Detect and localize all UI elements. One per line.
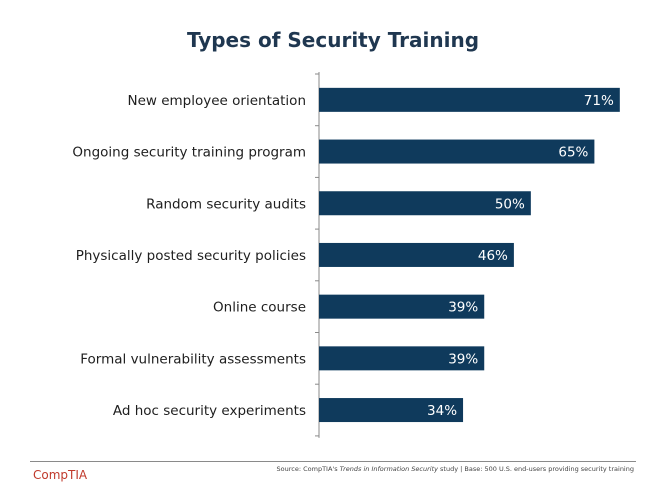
source-note: Source: CompTIA's Trends in Information … xyxy=(277,465,634,473)
value-label: 34% xyxy=(427,403,457,419)
category-label: Ad hoc security experiments xyxy=(113,403,306,419)
value-label: 39% xyxy=(448,300,478,316)
category-label: Random security audits xyxy=(146,196,306,212)
footer-divider xyxy=(30,461,636,462)
category-label: Physically posted security policies xyxy=(76,248,306,264)
bar xyxy=(319,87,620,112)
source-title: Trends in Information Security xyxy=(339,465,438,473)
value-label: 46% xyxy=(478,248,508,264)
value-label: 50% xyxy=(495,196,525,212)
category-label: Ongoing security training program xyxy=(72,145,306,161)
value-label: 71% xyxy=(584,93,614,109)
bar xyxy=(319,398,464,423)
bar xyxy=(319,242,514,267)
chart-title: Types of Security Training xyxy=(186,28,480,52)
source-suffix: study | Base: 500 U.S. end-users providi… xyxy=(437,465,634,473)
bar xyxy=(319,191,531,216)
category-label: New employee orientation xyxy=(127,93,306,109)
category-label: Formal vulnerability assessments xyxy=(80,351,306,367)
bar xyxy=(319,139,595,164)
comptia-logo: CompTIA xyxy=(33,468,88,482)
value-label: 39% xyxy=(448,351,478,367)
source-prefix: Source: CompTIA's xyxy=(276,465,340,473)
bar xyxy=(319,346,485,371)
value-label: 65% xyxy=(558,145,588,161)
category-label: Online course xyxy=(213,300,306,316)
bar xyxy=(319,294,485,319)
